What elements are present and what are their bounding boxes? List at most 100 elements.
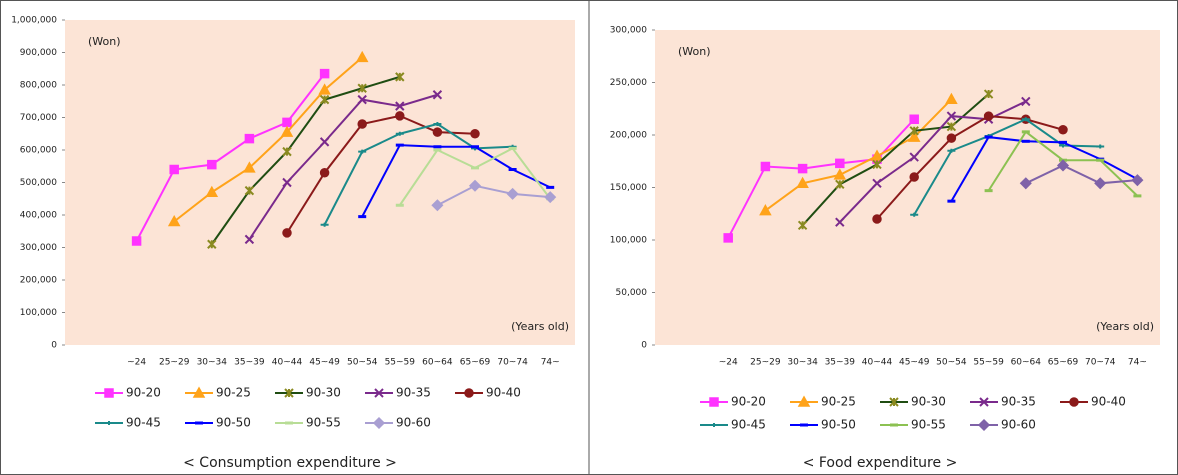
legend-label: 90-30 — [911, 395, 946, 409]
y-tick-label: 200,000 — [20, 276, 57, 286]
marker — [244, 234, 255, 245]
marker — [872, 178, 882, 189]
marker — [1058, 125, 1068, 135]
marker — [506, 187, 519, 200]
y-tick-label: 0 — [51, 341, 57, 351]
series-line — [286, 114, 476, 234]
marker — [320, 222, 329, 227]
marker — [544, 191, 557, 204]
marker — [1059, 143, 1067, 148]
marker — [470, 129, 480, 139]
y-axis-label: (Won) — [88, 35, 121, 48]
legend-label: 90-60 — [396, 416, 431, 430]
y-tick-label: 300,000 — [610, 26, 647, 36]
marker — [105, 421, 113, 425]
y-tick-label: 300,000 — [20, 243, 57, 253]
marker — [207, 239, 217, 249]
y-tick-label: 1,000,000 — [11, 16, 57, 26]
marker — [395, 131, 404, 136]
y-tick-label: 400,000 — [20, 211, 57, 221]
x-tick-label: 50~54 — [347, 358, 378, 368]
marker — [464, 388, 474, 398]
marker — [357, 119, 367, 129]
x-tick-label: 30~34 — [787, 358, 818, 368]
legend-label: 90-50 — [821, 418, 856, 432]
marker — [979, 397, 989, 407]
marker — [1019, 177, 1032, 190]
marker — [318, 83, 331, 95]
legend-label: 90-45 — [731, 418, 766, 432]
y-tick-label: 50,000 — [616, 288, 648, 298]
marker — [947, 148, 956, 153]
marker — [319, 137, 330, 147]
marker — [983, 111, 994, 121]
legend-label: 90-60 — [1001, 418, 1036, 432]
marker — [946, 111, 957, 121]
marker — [282, 146, 292, 157]
x-tick-label: 50~54 — [936, 358, 967, 368]
y-axis-label: (Won) — [678, 45, 711, 58]
marker — [946, 121, 957, 132]
marker — [983, 89, 994, 99]
marker — [872, 214, 882, 224]
marker — [909, 114, 919, 124]
marker — [835, 179, 845, 190]
marker — [909, 152, 919, 162]
marker — [759, 204, 772, 216]
marker — [468, 179, 482, 192]
plot-area — [65, 20, 575, 345]
series-line — [950, 136, 1138, 202]
legend-label: 90-30 — [306, 386, 341, 400]
x-tick-label: 40~44 — [862, 358, 893, 368]
marker — [710, 423, 718, 427]
marker — [433, 122, 442, 126]
y-tick-label: 600,000 — [20, 146, 57, 156]
marker — [319, 168, 330, 178]
marker — [372, 416, 386, 430]
marker — [797, 163, 808, 174]
series-line — [173, 56, 363, 223]
marker — [104, 388, 114, 398]
marker — [357, 83, 367, 93]
x-tick-label: 55~59 — [385, 358, 416, 368]
legend-label: 90-55 — [306, 416, 341, 430]
x-tick-label: 60~64 — [1011, 358, 1042, 368]
x-tick-label: 25~29 — [750, 358, 781, 368]
marker — [280, 125, 294, 137]
y-tick-label: 100,000 — [20, 308, 57, 318]
marker — [796, 176, 809, 189]
plot-area — [655, 30, 1160, 345]
x-tick-label: 74~ — [541, 358, 560, 368]
marker — [169, 164, 179, 175]
x-tick-label: ~24 — [719, 358, 738, 368]
x-tick-label: 60~64 — [422, 358, 453, 368]
x-axis-label: (Years old) — [1096, 320, 1154, 333]
legend-label: 90-20 — [731, 395, 766, 409]
legend-label: 90-20 — [126, 386, 161, 400]
x-tick-label: 45~49 — [899, 358, 930, 368]
legend-label: 90-45 — [126, 416, 161, 430]
legend-label: 90-55 — [911, 418, 946, 432]
x-tick-label: 65~69 — [460, 358, 491, 368]
series-line — [210, 75, 401, 245]
series-line — [135, 73, 326, 242]
x-tick-label: 30~34 — [197, 358, 228, 368]
marker — [395, 72, 405, 82]
x-tick-label: 70~74 — [497, 358, 528, 368]
x-tick-label: 40~44 — [272, 358, 303, 368]
marker — [709, 397, 719, 407]
marker — [243, 161, 256, 173]
series-line — [361, 144, 551, 218]
x-tick-label: 25~29 — [159, 358, 190, 368]
marker — [977, 418, 991, 432]
y-tick-label: 500,000 — [20, 178, 57, 188]
marker — [946, 133, 957, 143]
marker — [723, 233, 733, 243]
marker — [355, 50, 369, 63]
marker — [945, 92, 958, 105]
marker — [358, 149, 367, 154]
marker — [432, 127, 443, 137]
marker — [1021, 96, 1031, 107]
y-tick-label: 0 — [641, 341, 647, 351]
marker — [374, 388, 384, 398]
